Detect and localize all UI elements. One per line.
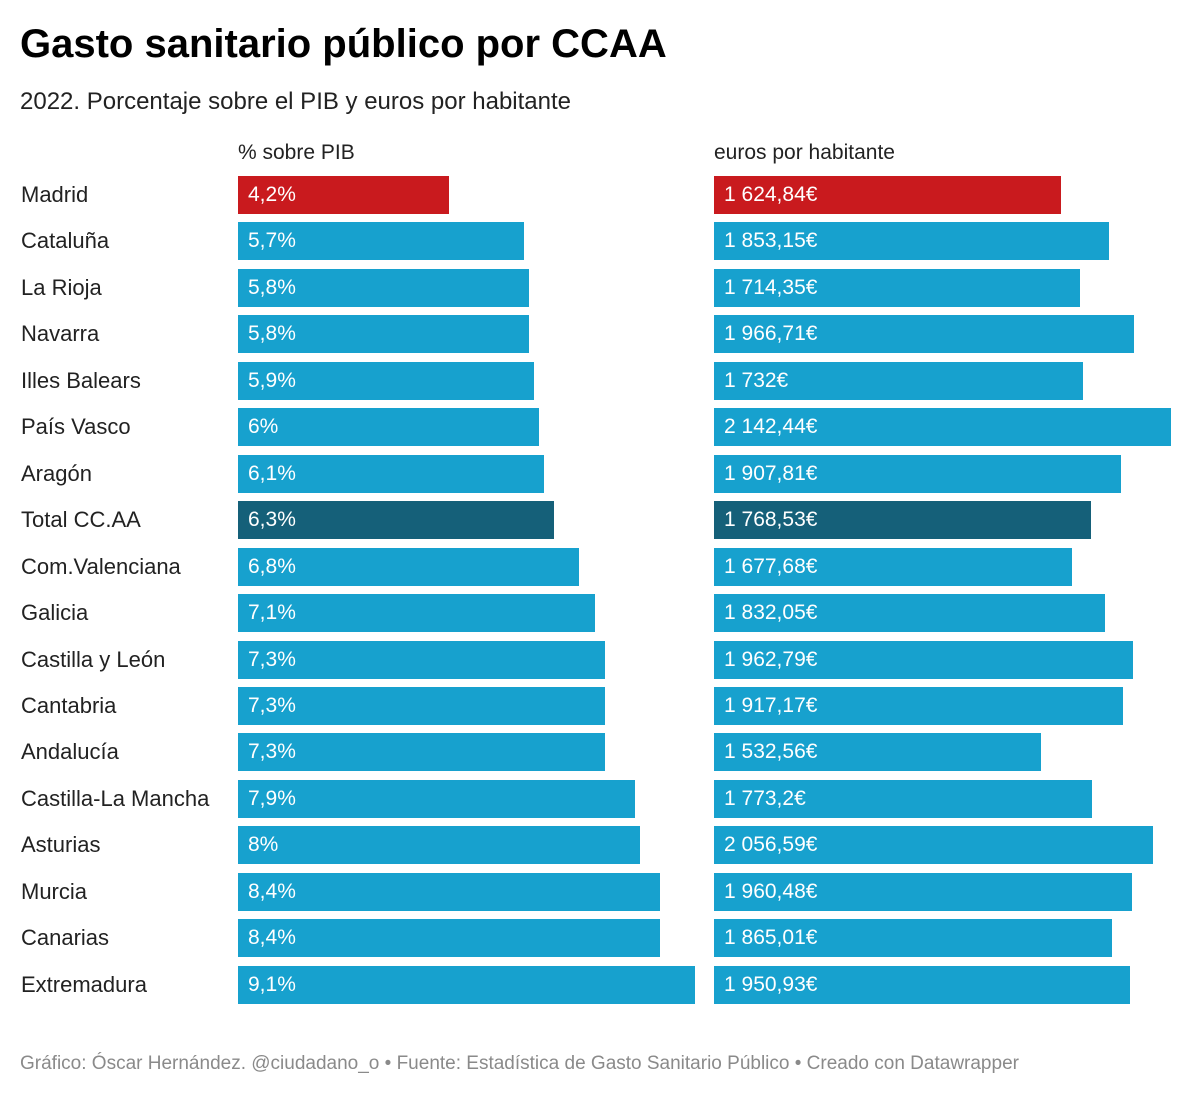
bar-euros <box>714 872 1132 911</box>
bar-value-label: 1 624,84€ <box>724 183 818 206</box>
bar-pib <box>238 872 660 911</box>
row-label: Andalucía <box>21 739 119 765</box>
bar-pib <box>238 268 529 307</box>
bar-pib <box>238 315 529 354</box>
row-label: Canarias <box>21 925 110 951</box>
bar-value-label: 2 056,59€ <box>724 833 818 857</box>
bar-value-label: 7,3% <box>248 740 296 764</box>
bar-value-label: 7,1% <box>248 601 296 625</box>
bar-value-label: 1 677,68€ <box>724 554 818 578</box>
bar-value-label: 8% <box>248 833 279 857</box>
bar-euros <box>714 919 1112 958</box>
bar-value-label: 1 966,71€ <box>724 322 818 346</box>
row-label: Galicia <box>21 600 89 626</box>
bar-pib <box>238 454 544 493</box>
row-label: Castilla y León <box>21 646 166 672</box>
bar-value-label: 6% <box>248 415 279 439</box>
column-header-pib: % sobre PIB <box>238 141 355 164</box>
column-header-euros: euros por habitante <box>714 141 895 164</box>
row-label: País Vasco <box>21 414 131 440</box>
bar-value-label: 1 732€ <box>724 368 789 392</box>
bar-euros <box>714 965 1130 1004</box>
bar-pib <box>238 361 534 400</box>
bar-pib <box>238 222 524 261</box>
bar-pib <box>238 640 605 679</box>
chart-footer: Gráfico: Óscar Hernández. @ciudadano_o •… <box>20 1053 1019 1074</box>
bar-euros <box>714 733 1041 772</box>
bar-euros <box>714 408 1171 447</box>
bar-euros <box>714 361 1083 400</box>
bar-pib <box>238 594 595 633</box>
bar-euros <box>714 176 1061 214</box>
bar-value-label: 1 960,48€ <box>724 879 818 903</box>
bar-value-label: 5,8% <box>248 322 296 346</box>
bar-euros <box>714 640 1133 679</box>
bar-value-label: 7,3% <box>248 693 296 717</box>
bar-value-label: 5,9% <box>248 368 296 392</box>
bar-value-label: 6,3% <box>248 508 296 532</box>
bar-value-label: 7,9% <box>248 786 296 810</box>
bar-euros <box>714 686 1123 725</box>
row-label: Cataluña <box>21 228 110 254</box>
bar-value-label: 5,8% <box>248 275 296 299</box>
bar-value-label: 4,2% <box>248 183 296 206</box>
chart-title: Gasto sanitario público por CCAA <box>20 22 667 66</box>
row-label: Cantabria <box>21 692 117 718</box>
bar-euros <box>714 547 1072 586</box>
bar-pib <box>238 176 449 214</box>
bar-euros <box>714 501 1091 540</box>
bar-euros <box>714 454 1121 493</box>
bar-euros <box>714 222 1109 261</box>
row-label: Madrid <box>21 182 89 207</box>
bar-pib <box>238 826 640 865</box>
bar-value-label: 6,1% <box>248 461 296 485</box>
row-label: Total CC.AA <box>21 507 141 533</box>
row-label: Navarra <box>21 321 100 347</box>
bar-value-label: 1 714,35€ <box>724 275 818 299</box>
bar-value-label: 8,4% <box>248 926 296 950</box>
bar-value-label: 1 917,17€ <box>724 693 818 717</box>
row-label: Castilla-La Mancha <box>21 785 210 811</box>
bar-value-label: 9,1% <box>248 972 296 996</box>
bar-value-label: 6,8% <box>248 554 296 578</box>
bar-value-label: 8,4% <box>248 879 296 903</box>
bar-pib <box>238 547 579 586</box>
bar-euros <box>714 315 1134 354</box>
bar-value-label: 1 768,53€ <box>724 508 818 532</box>
bar-pib <box>238 408 539 447</box>
bar-pib <box>238 686 605 725</box>
row-label: Extremadura <box>21 971 147 997</box>
bar-value-label: 1 532,56€ <box>724 740 818 764</box>
row-label: La Rioja <box>21 274 102 300</box>
bar-value-label: 1 907,81€ <box>724 461 818 485</box>
bar-value-label: 1 950,93€ <box>724 972 818 996</box>
row-label: Aragón <box>21 460 92 486</box>
row-label: Illes Balears <box>21 367 141 393</box>
bar-euros <box>714 826 1153 865</box>
bar-euros <box>714 779 1092 818</box>
bar-euros <box>714 268 1080 307</box>
bar-value-label: 1 962,79€ <box>724 647 818 671</box>
bar-value-label: 1 832,05€ <box>724 601 818 625</box>
bar-pib <box>238 501 554 540</box>
bar-value-label: 1 773,2€ <box>724 786 806 810</box>
chart-subtitle: 2022. Porcentaje sobre el PIB y euros po… <box>20 88 572 115</box>
bar-pib <box>238 919 660 958</box>
bar-value-label: 1 853,15€ <box>724 229 818 253</box>
bar-pib <box>238 965 695 1004</box>
bar-euros <box>714 594 1105 633</box>
row-label: Asturias <box>21 832 101 858</box>
bar-value-label: 1 865,01€ <box>724 926 818 950</box>
bar-value-label: 5,7% <box>248 229 296 253</box>
bar-pib <box>238 733 605 772</box>
row-label: Com.Valenciana <box>21 553 181 579</box>
bar-value-label: 2 142,44€ <box>724 415 818 439</box>
bar-value-label: 7,3% <box>248 647 296 671</box>
row-label: Murcia <box>21 878 88 904</box>
bar-pib <box>238 779 635 818</box>
